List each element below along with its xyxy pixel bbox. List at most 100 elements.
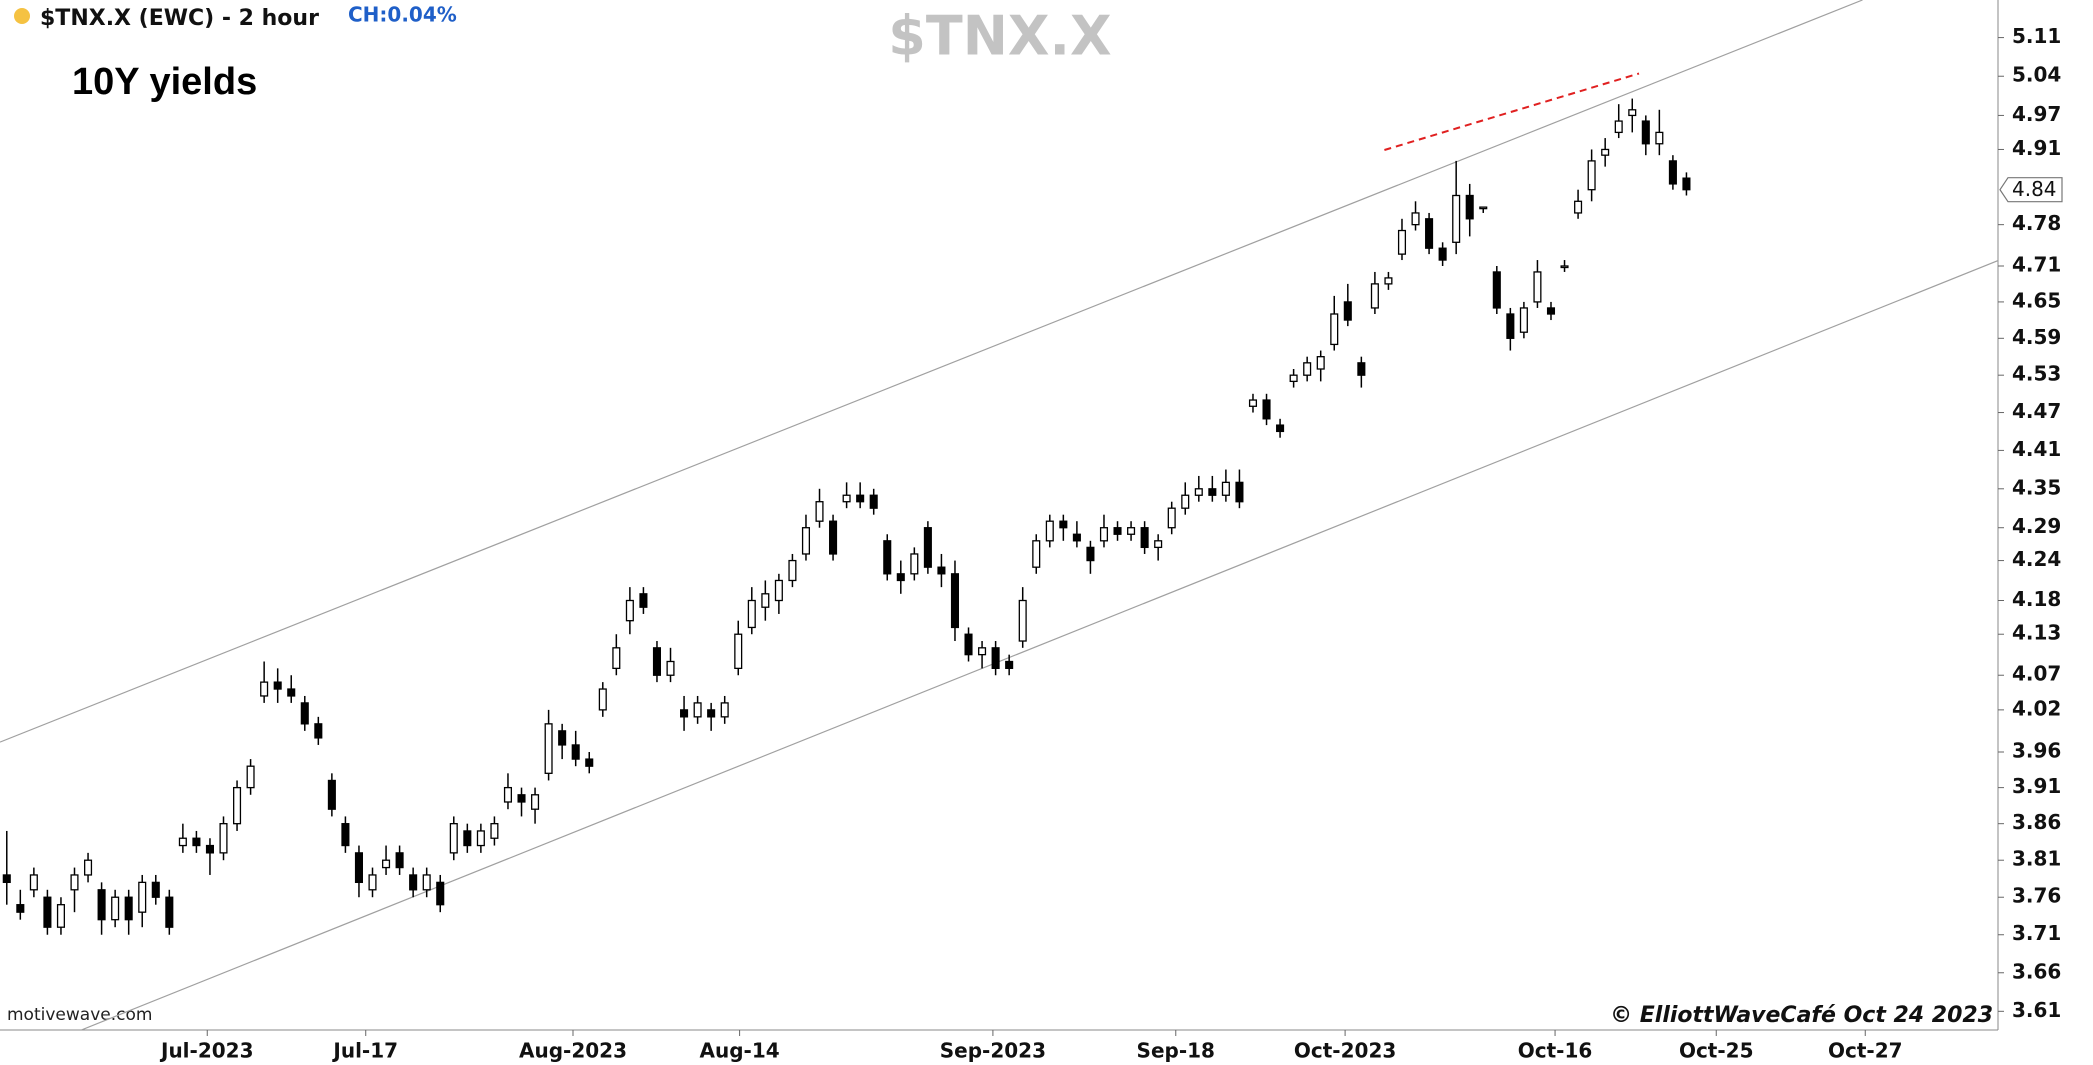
- candle-body: [815, 501, 824, 522]
- candle-body: [1289, 374, 1298, 383]
- y-tick-label: 3.61: [2012, 998, 2061, 1022]
- candle-body: [707, 709, 716, 718]
- candle-body: [84, 859, 93, 876]
- candle-body: [856, 494, 865, 503]
- candle-body: [558, 730, 567, 746]
- x-tick-label: Oct-16: [1518, 1039, 1593, 1063]
- candle-body: [1465, 194, 1474, 220]
- chart-subtitle: $TNX.X (EWC) - 2 hour: [40, 6, 319, 31]
- candle-body: [1546, 307, 1556, 315]
- candle-body: [950, 573, 960, 629]
- candle-body: [1655, 131, 1664, 145]
- y-tick-label: 4.91: [2012, 136, 2061, 160]
- candle-body: [246, 765, 255, 789]
- candle-body: [639, 593, 648, 608]
- candle-body: [517, 794, 526, 803]
- candle-body: [1303, 362, 1312, 376]
- candle-body: [56, 904, 65, 928]
- candle-body: [612, 647, 621, 670]
- candle-body: [1641, 120, 1650, 145]
- y-tick-label: 4.47: [2012, 399, 2061, 423]
- x-tick-label: Aug-14: [700, 1039, 780, 1063]
- candle-body: [829, 520, 838, 555]
- y-tick-label: 4.65: [2012, 288, 2061, 312]
- candle-body: [16, 904, 25, 913]
- candle-body: [300, 702, 309, 725]
- y-tick-label: 3.71: [2012, 921, 2061, 945]
- candle-body: [1099, 527, 1109, 542]
- candle-body: [1059, 520, 1068, 529]
- candle-body: [1397, 229, 1407, 255]
- candle-body: [1479, 206, 1488, 210]
- candle-body: [869, 494, 878, 509]
- candle-body: [1668, 160, 1677, 185]
- candle-body: [1682, 177, 1691, 191]
- candle-body: [341, 823, 350, 847]
- y-tick-label: 5.04: [2012, 63, 2061, 87]
- candle-body: [287, 688, 296, 697]
- candle-body: [368, 874, 377, 891]
- y-tick-label: 3.76: [2012, 884, 2061, 908]
- x-tick-label: Oct-27: [1828, 1039, 1903, 1063]
- candle-body: [436, 881, 445, 906]
- candle-body: [544, 723, 553, 774]
- candle-body: [1519, 307, 1528, 333]
- candle-body: [801, 527, 811, 555]
- y-tick-label: 4.35: [2012, 475, 2061, 499]
- x-tick-label: Oct-2023: [1294, 1039, 1396, 1063]
- x-tick-label: Sep-2023: [940, 1039, 1046, 1063]
- candle-body: [260, 681, 269, 697]
- candle-body: [978, 647, 987, 656]
- candle-body: [43, 896, 52, 928]
- y-tick-label: 5.11: [2012, 24, 2061, 48]
- candle-body: [1384, 277, 1393, 285]
- annotation: 10Y yields: [72, 61, 257, 103]
- candle-body: [70, 874, 79, 891]
- candle-body: [111, 896, 120, 921]
- candle-body: [29, 874, 38, 891]
- chart-title: $TNX.X: [888, 5, 1111, 68]
- candle-body: [720, 702, 729, 718]
- candle-body: [1492, 271, 1501, 309]
- candle-body: [991, 647, 1000, 670]
- candle-body: [1506, 313, 1515, 339]
- candle-body: [1140, 527, 1149, 549]
- candle-body: [192, 837, 201, 847]
- y-tick-label: 4.07: [2012, 662, 2061, 686]
- candle-body: [1262, 399, 1271, 420]
- y-tick-label: 4.13: [2012, 621, 2061, 645]
- candle-body: [1452, 194, 1461, 243]
- y-tick-label: 4.24: [2012, 547, 2061, 571]
- candle-body: [788, 559, 797, 582]
- candle-body: [178, 837, 187, 847]
- candle-body: [314, 723, 323, 739]
- candle-body: [585, 758, 594, 767]
- candle-body: [693, 702, 702, 718]
- candle-body: [233, 786, 242, 825]
- candle-body: [598, 688, 607, 711]
- candle-body: [923, 527, 932, 568]
- candle-body: [1560, 265, 1569, 269]
- candle-body: [395, 852, 404, 869]
- y-tick-label: 4.97: [2012, 102, 2061, 126]
- candle-body: [1574, 200, 1583, 214]
- candle-body: [1425, 218, 1434, 249]
- y-tick-label: 3.96: [2012, 739, 2061, 763]
- candle-body: [774, 579, 783, 602]
- candle-body: [964, 633, 973, 656]
- y-tick-label: 4.29: [2012, 514, 2061, 538]
- candle-body: [205, 844, 214, 854]
- candle-body: [1032, 540, 1041, 568]
- candle-body: [1411, 212, 1420, 226]
- trendline: [81, 260, 1998, 1030]
- candle-body: [761, 593, 770, 608]
- candle-body: [910, 553, 919, 575]
- y-tick-label: 4.02: [2012, 696, 2061, 720]
- candle-body: [842, 494, 851, 503]
- x-tick-label: Sep-18: [1137, 1039, 1215, 1063]
- candle-body: [1221, 481, 1230, 496]
- candle-body: [680, 709, 689, 718]
- y-tick-label: 4.18: [2012, 587, 2061, 611]
